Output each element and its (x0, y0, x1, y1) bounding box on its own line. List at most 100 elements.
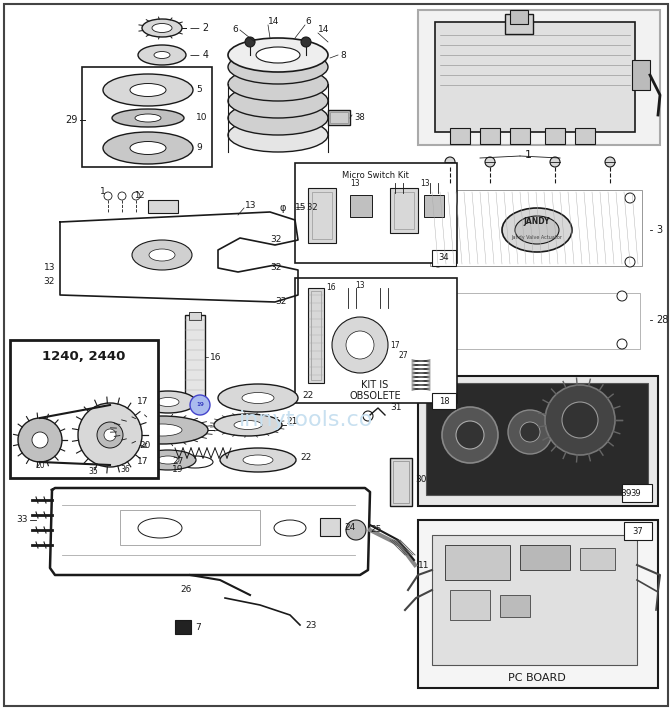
Ellipse shape (242, 393, 274, 403)
Text: 14: 14 (268, 18, 280, 26)
Text: 22: 22 (300, 454, 311, 462)
Bar (424, 195, 444, 217)
Bar (622, 484, 652, 502)
Bar (295, 278, 457, 403)
Circle shape (520, 422, 540, 442)
Ellipse shape (138, 45, 186, 65)
Text: 12: 12 (134, 192, 145, 200)
Bar (175, 620, 191, 634)
Text: 33: 33 (17, 515, 28, 525)
Ellipse shape (234, 420, 262, 430)
Text: OBSOLETE: OBSOLETE (349, 391, 401, 401)
Ellipse shape (228, 67, 328, 101)
Text: PC BOARD: PC BOARD (508, 673, 566, 683)
Circle shape (104, 429, 116, 441)
Bar (432, 393, 456, 409)
Ellipse shape (142, 19, 182, 37)
Bar (545, 128, 565, 144)
FancyBboxPatch shape (419, 180, 653, 276)
Bar (148, 200, 178, 213)
Bar (580, 548, 615, 570)
Ellipse shape (228, 118, 328, 152)
Text: 24: 24 (344, 523, 355, 532)
Bar (575, 128, 595, 144)
Text: 5: 5 (196, 85, 202, 94)
Bar (394, 192, 414, 229)
Text: φ: φ (280, 203, 286, 213)
Bar (632, 60, 650, 90)
Circle shape (508, 410, 552, 454)
Ellipse shape (256, 47, 300, 63)
Bar (445, 545, 510, 580)
Circle shape (562, 402, 598, 438)
Text: 22: 22 (302, 391, 313, 400)
Circle shape (545, 385, 615, 455)
Text: 19: 19 (196, 403, 204, 408)
Ellipse shape (103, 74, 193, 106)
Ellipse shape (140, 450, 196, 470)
Text: 1240, 2440: 1240, 2440 (42, 349, 126, 363)
Bar (520, 545, 570, 570)
Text: 13: 13 (355, 280, 365, 290)
Circle shape (97, 422, 123, 448)
Bar (189, 312, 201, 320)
Text: 25: 25 (370, 525, 382, 535)
Ellipse shape (142, 424, 182, 436)
Ellipse shape (228, 50, 328, 84)
Text: — 4: — 4 (190, 50, 209, 60)
Ellipse shape (103, 132, 193, 164)
Ellipse shape (157, 398, 179, 407)
Circle shape (617, 291, 627, 301)
Bar (295, 163, 457, 263)
Text: 19: 19 (172, 466, 183, 474)
Text: 6: 6 (305, 18, 310, 26)
Circle shape (363, 411, 373, 421)
Polygon shape (60, 212, 298, 302)
Bar (435, 22, 635, 132)
Ellipse shape (274, 520, 306, 536)
Ellipse shape (228, 84, 328, 118)
Bar (426, 383, 648, 495)
Circle shape (301, 37, 311, 47)
Bar (120, 510, 260, 545)
Text: KIT IS: KIT IS (362, 380, 388, 390)
Text: 27: 27 (172, 457, 183, 466)
Bar (328, 110, 350, 125)
Text: 1: 1 (100, 187, 106, 197)
Text: — 2: — 2 (190, 23, 209, 33)
Text: 9: 9 (196, 143, 202, 153)
Text: 28: 28 (656, 315, 669, 325)
Text: 13: 13 (420, 178, 429, 187)
Text: 7: 7 (195, 623, 201, 633)
Text: Micro Switch Kit: Micro Switch Kit (341, 170, 409, 180)
Circle shape (78, 403, 142, 467)
Bar (330, 112, 348, 123)
Circle shape (433, 339, 443, 349)
Ellipse shape (218, 384, 298, 412)
Text: 31: 31 (390, 403, 401, 413)
Circle shape (445, 157, 455, 167)
Text: 39: 39 (620, 489, 632, 498)
Circle shape (456, 421, 484, 449)
Bar (10, 340, 158, 478)
Ellipse shape (112, 109, 184, 127)
Circle shape (433, 193, 443, 203)
Ellipse shape (152, 23, 172, 33)
Ellipse shape (130, 84, 166, 97)
Ellipse shape (346, 331, 374, 359)
Text: 17: 17 (136, 457, 148, 466)
Text: 32: 32 (275, 297, 286, 307)
Polygon shape (50, 488, 370, 575)
Bar (312, 192, 332, 239)
Text: 6: 6 (233, 26, 238, 35)
Circle shape (118, 192, 126, 200)
Text: 15: 15 (295, 204, 306, 212)
Text: 23: 23 (305, 621, 317, 630)
Bar (390, 188, 418, 233)
Bar (350, 195, 372, 217)
Bar (480, 128, 500, 144)
Circle shape (32, 432, 48, 448)
Text: 13: 13 (44, 263, 55, 273)
Bar (311, 291, 321, 380)
Text: 13: 13 (350, 178, 360, 187)
